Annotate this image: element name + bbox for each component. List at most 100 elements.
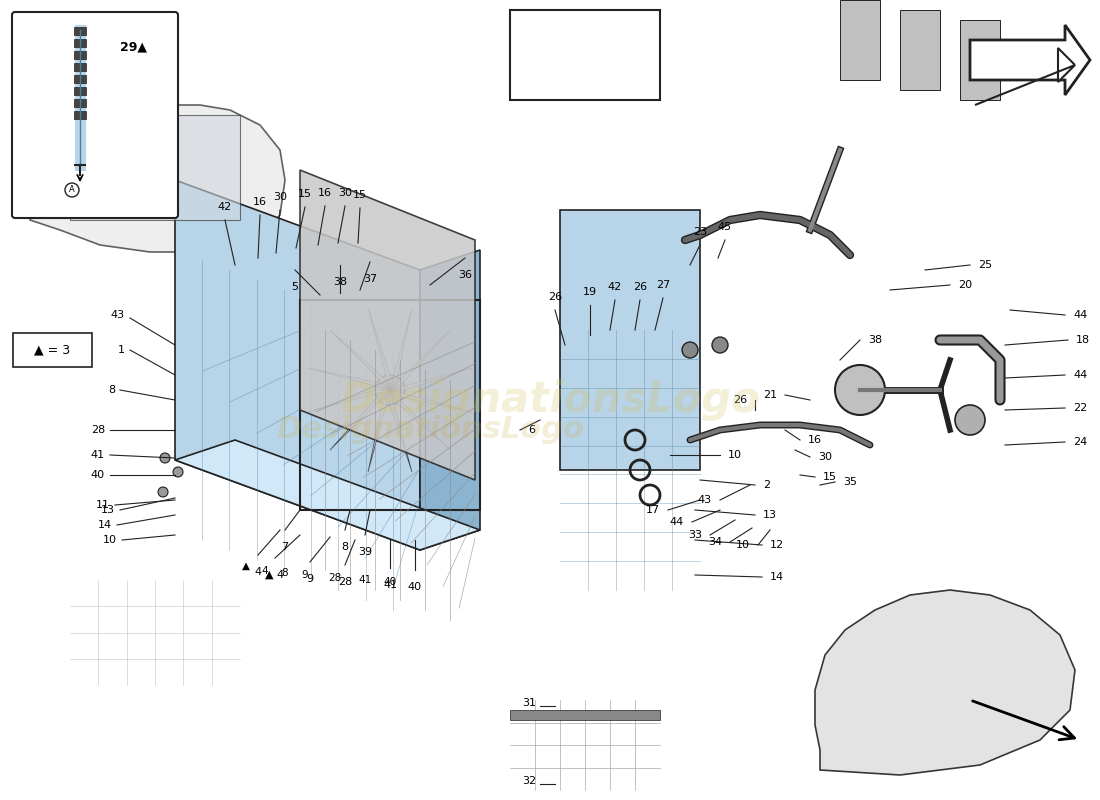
Text: 1: 1 bbox=[118, 345, 125, 355]
Text: 4: 4 bbox=[262, 566, 268, 576]
Text: 29▲: 29▲ bbox=[120, 40, 147, 53]
Polygon shape bbox=[975, 48, 1075, 105]
Bar bbox=[74, 51, 86, 59]
Polygon shape bbox=[390, 390, 412, 472]
Text: 40: 40 bbox=[91, 470, 104, 480]
Polygon shape bbox=[308, 368, 390, 390]
Polygon shape bbox=[300, 170, 475, 480]
Text: 14: 14 bbox=[98, 520, 112, 530]
Bar bbox=[74, 75, 86, 83]
Text: 26: 26 bbox=[632, 282, 647, 292]
Text: 35: 35 bbox=[843, 477, 857, 487]
Polygon shape bbox=[390, 390, 472, 412]
Text: 26: 26 bbox=[548, 292, 562, 302]
Text: 16: 16 bbox=[318, 188, 332, 198]
Text: 22: 22 bbox=[1072, 403, 1087, 413]
Bar bbox=[960, 20, 1000, 100]
Text: 39: 39 bbox=[358, 547, 372, 557]
Text: 38: 38 bbox=[333, 277, 348, 287]
Text: 14: 14 bbox=[770, 572, 784, 582]
Text: 44: 44 bbox=[670, 517, 684, 527]
Text: 23: 23 bbox=[693, 227, 707, 237]
Polygon shape bbox=[368, 308, 390, 390]
Text: 7: 7 bbox=[282, 542, 288, 552]
Text: 10: 10 bbox=[728, 450, 743, 460]
Polygon shape bbox=[308, 390, 390, 412]
Text: ▲ = 3: ▲ = 3 bbox=[34, 343, 70, 357]
Text: 15: 15 bbox=[298, 189, 312, 199]
Polygon shape bbox=[330, 390, 390, 450]
Text: 30: 30 bbox=[818, 452, 832, 462]
Polygon shape bbox=[390, 390, 450, 450]
Text: 41: 41 bbox=[359, 575, 372, 585]
Text: 9: 9 bbox=[307, 574, 314, 584]
Polygon shape bbox=[970, 25, 1090, 95]
Bar bbox=[74, 27, 86, 35]
Text: 44: 44 bbox=[1072, 370, 1087, 380]
Polygon shape bbox=[390, 308, 412, 390]
Text: 10: 10 bbox=[736, 540, 750, 550]
Circle shape bbox=[835, 365, 886, 415]
Text: 8: 8 bbox=[282, 568, 288, 578]
Text: 28: 28 bbox=[338, 577, 352, 587]
Polygon shape bbox=[390, 368, 472, 390]
Text: 5: 5 bbox=[292, 282, 298, 292]
Text: 11: 11 bbox=[96, 500, 110, 510]
FancyBboxPatch shape bbox=[13, 333, 92, 367]
Text: 40: 40 bbox=[384, 577, 397, 587]
Circle shape bbox=[65, 183, 79, 197]
Polygon shape bbox=[25, 105, 285, 252]
Text: 33: 33 bbox=[688, 530, 702, 540]
FancyBboxPatch shape bbox=[12, 12, 178, 218]
Bar bbox=[74, 111, 86, 119]
Text: DesignationsLogo: DesignationsLogo bbox=[340, 379, 760, 421]
Polygon shape bbox=[175, 180, 420, 550]
Text: 8: 8 bbox=[108, 385, 115, 395]
Text: 43: 43 bbox=[697, 495, 712, 505]
Text: 6: 6 bbox=[528, 425, 535, 435]
Circle shape bbox=[300, 300, 480, 480]
Text: 13: 13 bbox=[763, 510, 777, 520]
Text: 31: 31 bbox=[522, 698, 536, 708]
Bar bbox=[74, 99, 86, 107]
Circle shape bbox=[955, 405, 984, 435]
Circle shape bbox=[160, 453, 170, 463]
Text: 45: 45 bbox=[718, 222, 733, 232]
Text: 37: 37 bbox=[363, 274, 377, 284]
Text: 16: 16 bbox=[808, 435, 822, 445]
Text: A: A bbox=[69, 186, 75, 194]
Text: 8: 8 bbox=[341, 542, 349, 552]
Polygon shape bbox=[330, 330, 390, 390]
Polygon shape bbox=[815, 590, 1075, 775]
Text: 42: 42 bbox=[218, 202, 232, 212]
Bar bbox=[510, 710, 660, 720]
Text: 26: 26 bbox=[733, 395, 747, 405]
Text: 16: 16 bbox=[253, 197, 267, 207]
Text: 15: 15 bbox=[353, 190, 367, 200]
Text: 4: 4 bbox=[254, 567, 262, 577]
Text: 36: 36 bbox=[458, 270, 472, 280]
Text: 2: 2 bbox=[763, 480, 770, 490]
Text: DesignationsLogo: DesignationsLogo bbox=[276, 415, 584, 445]
Text: 40: 40 bbox=[408, 582, 422, 592]
Text: 24: 24 bbox=[1072, 437, 1087, 447]
Circle shape bbox=[682, 342, 698, 358]
Text: 18: 18 bbox=[1076, 335, 1090, 345]
Polygon shape bbox=[420, 250, 480, 550]
Text: 38: 38 bbox=[868, 335, 882, 345]
Text: 34: 34 bbox=[708, 537, 722, 547]
Polygon shape bbox=[175, 440, 480, 550]
Text: 44: 44 bbox=[1072, 310, 1087, 320]
Text: ▲: ▲ bbox=[242, 561, 250, 571]
Text: 43: 43 bbox=[111, 310, 125, 320]
Polygon shape bbox=[510, 10, 660, 100]
Text: 28: 28 bbox=[90, 425, 104, 435]
Text: 30: 30 bbox=[273, 192, 287, 202]
Text: 27: 27 bbox=[656, 280, 670, 290]
Text: 12: 12 bbox=[770, 540, 784, 550]
Text: 17: 17 bbox=[646, 505, 660, 515]
Text: 21: 21 bbox=[763, 390, 777, 400]
Text: 41: 41 bbox=[383, 580, 397, 590]
Text: 13: 13 bbox=[101, 505, 116, 515]
Text: 10: 10 bbox=[103, 535, 117, 545]
